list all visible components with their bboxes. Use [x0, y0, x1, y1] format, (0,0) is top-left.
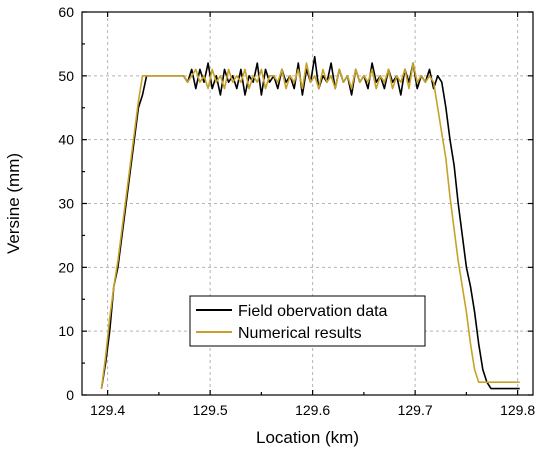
- x-tick-label: 129.5: [193, 402, 228, 418]
- y-tick-label: 50: [58, 68, 74, 84]
- y-tick-label: 40: [58, 132, 74, 148]
- legend-box: [189, 295, 426, 347]
- series-line-numerical-results: [100, 62, 520, 389]
- x-tick-label: 129.7: [398, 402, 433, 418]
- series-layer: [100, 55, 520, 390]
- axis-ticks: 129.4 129.5 129.6 129.7 129.8 0 10 20 30 40 50 60: [58, 4, 535, 418]
- x-axis-title: Location (km): [256, 428, 359, 447]
- y-tick-label: 30: [58, 196, 74, 212]
- y-tick-label: 20: [58, 259, 74, 275]
- x-tick-label: 129.4: [90, 402, 125, 418]
- y-tick-label: 10: [58, 323, 74, 339]
- y-tick-label: 60: [58, 4, 74, 20]
- legend-label-numerical-results: Numerical results: [238, 325, 362, 342]
- legend: Field obervation data Numerical results: [189, 295, 426, 347]
- y-tick-label: 0: [66, 387, 74, 403]
- y-axis-title: Versine (mm): [4, 153, 23, 254]
- legend-label-field-observation: Field obervation data: [238, 303, 388, 320]
- x-tick-label: 129.6: [295, 402, 330, 418]
- x-tick-label: 129.8: [500, 402, 535, 418]
